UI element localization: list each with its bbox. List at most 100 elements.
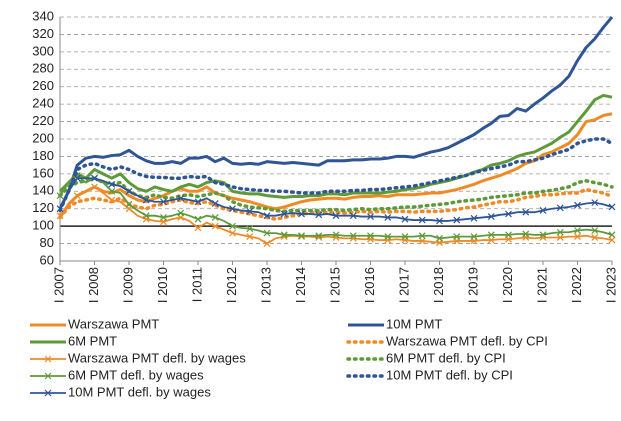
marker (539, 231, 547, 239)
y-tick-label: 160 (32, 165, 54, 180)
marker (401, 233, 409, 241)
marker (539, 207, 547, 214)
series-line (58, 137, 614, 213)
marker (73, 192, 81, 200)
x-tick-label: I 2009 (120, 267, 135, 303)
x-tick-label: I 2015 (327, 267, 342, 303)
marker (298, 232, 305, 240)
marker (367, 213, 374, 220)
x-tick-label: I 2022 (569, 267, 584, 303)
legend-label: 10M PMT (386, 316, 442, 331)
marker (522, 208, 530, 216)
legend-label: 10M PMT defl. by wages (68, 384, 211, 399)
marker (315, 211, 323, 219)
marker (194, 198, 202, 206)
marker (211, 222, 219, 230)
marker (194, 215, 202, 223)
marker (211, 200, 219, 207)
x-tick-label: I 2012 (224, 267, 239, 303)
y-tick-label: 60 (40, 252, 54, 267)
legend-label: 6M PMT defl. by wages (68, 367, 204, 382)
marker (263, 212, 271, 220)
marker (160, 214, 167, 221)
marker (591, 227, 599, 234)
marker (384, 233, 392, 241)
marker (160, 198, 167, 206)
x-tick-label: I 2017 (396, 267, 411, 303)
marker (591, 199, 599, 207)
series-line (58, 176, 614, 214)
marker (229, 222, 236, 230)
series-line (58, 16, 614, 210)
series (58, 187, 614, 221)
marker (108, 187, 116, 195)
y-tick-label: 320 (32, 26, 54, 41)
marker (91, 183, 98, 191)
y-tick-label: 340 (32, 8, 54, 23)
marker (349, 232, 357, 240)
marker (229, 229, 236, 237)
marker (470, 233, 478, 241)
marker (229, 205, 236, 213)
marker (246, 233, 254, 241)
legend-label: 6M PMT (68, 333, 117, 348)
y-tick-label: 140 (32, 183, 54, 198)
marker (556, 204, 564, 212)
marker (367, 232, 374, 240)
marker (332, 212, 340, 220)
marker (608, 203, 616, 211)
marker (56, 205, 64, 213)
x-tick-label: I 2021 (534, 267, 549, 303)
series (56, 172, 616, 242)
marker (608, 236, 616, 244)
marker (591, 234, 599, 241)
marker (108, 196, 116, 204)
marker (280, 210, 288, 218)
marker (522, 230, 530, 238)
series (58, 93, 613, 199)
marker (298, 210, 305, 218)
x-tick-label: I 2023 (603, 267, 618, 303)
marker (73, 174, 81, 182)
x-tick-label: I 2010 (155, 267, 170, 303)
legend-label: Warszawa PMT defl. by CPI (386, 333, 548, 348)
marker (125, 200, 133, 208)
y-tick-label: 120 (32, 200, 54, 215)
marker (315, 232, 323, 240)
series (58, 137, 614, 213)
marker (487, 236, 495, 244)
marker (556, 228, 564, 236)
x-tick-label: I 2013 (258, 267, 273, 303)
marker (453, 216, 461, 224)
marker (263, 229, 271, 237)
marker (211, 214, 219, 221)
y-tick-label: 300 (32, 43, 54, 58)
x-tick-label: I 2016 (362, 267, 377, 303)
marker (418, 232, 426, 240)
marker (108, 180, 116, 188)
marker (470, 214, 478, 222)
marker (487, 213, 495, 220)
marker (574, 201, 581, 209)
marker (142, 212, 150, 220)
marker (246, 225, 254, 233)
marker (44, 389, 52, 397)
y-tick-label: 220 (32, 113, 54, 128)
marker (505, 210, 512, 218)
x-tick-label: I 2008 (86, 267, 101, 303)
marker (194, 224, 202, 232)
marker (418, 237, 426, 245)
series (58, 112, 613, 219)
legend-label: Warszawa PMT (68, 316, 159, 331)
series (58, 16, 614, 210)
marker (263, 240, 271, 247)
marker (574, 227, 581, 234)
marker (487, 231, 495, 239)
marker (556, 234, 564, 241)
marker (56, 192, 64, 200)
series-line (58, 93, 613, 199)
x-tick-label: I 2014 (293, 267, 308, 303)
y-tick-label: 200 (32, 130, 54, 145)
marker (384, 214, 392, 221)
marker (125, 187, 133, 195)
